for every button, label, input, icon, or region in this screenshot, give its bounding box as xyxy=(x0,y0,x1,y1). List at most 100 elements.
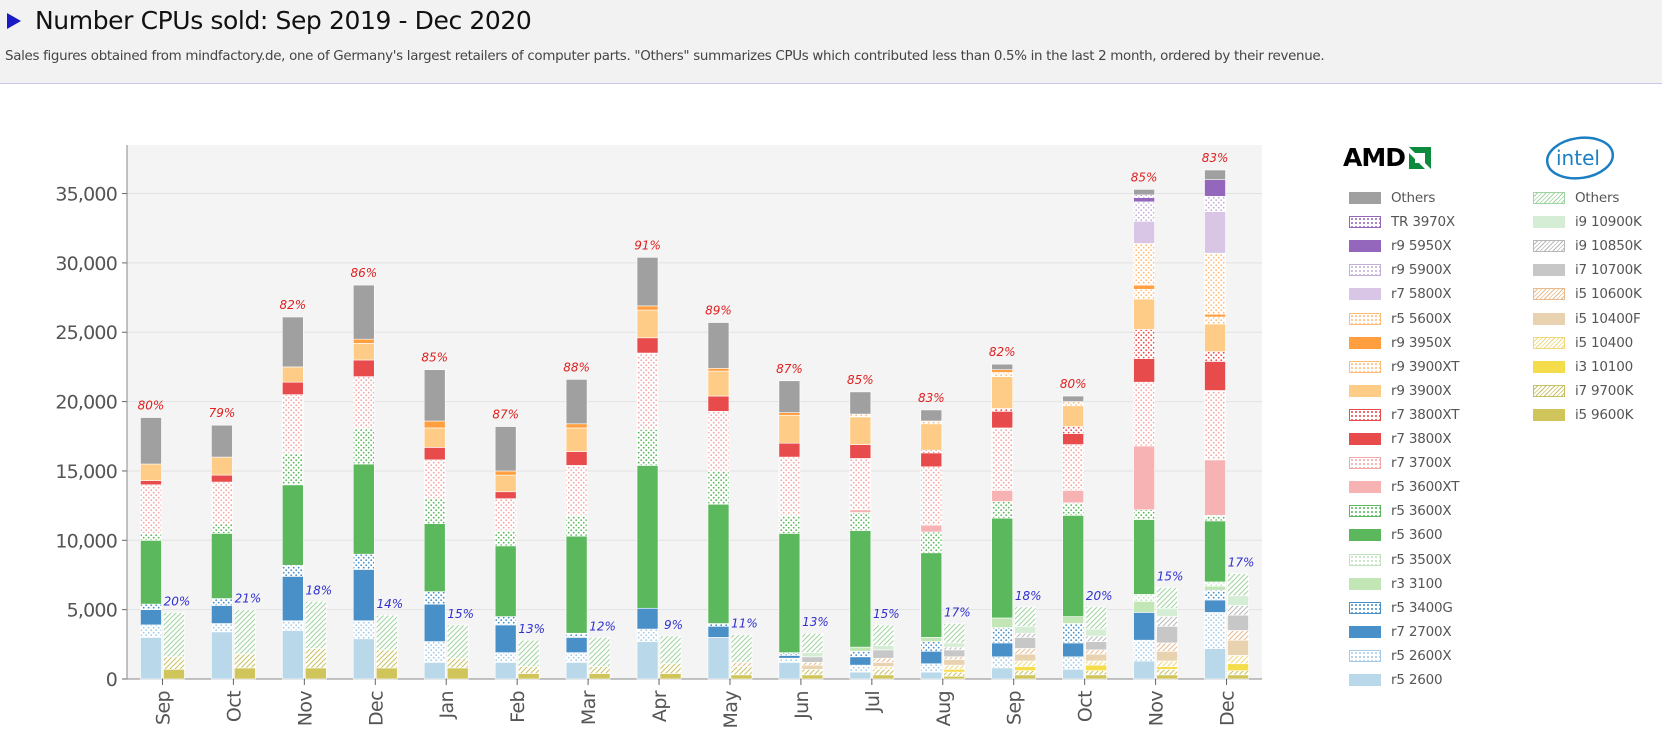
bar-segment-amd-r9-3950x xyxy=(423,420,446,429)
bar-segment-amd-r5-3600x xyxy=(920,531,943,554)
bar-segment-amd-r7-3800x xyxy=(282,381,304,395)
legend-item-amd-r7-2700x[interactable]: r7 2700X xyxy=(1349,620,1452,644)
bar-segment-intel-i5-10400 xyxy=(1014,660,1037,667)
bar-segment-amd-r7-3800xt xyxy=(920,449,943,454)
bar-segment-amd-r7-3700x xyxy=(920,466,943,526)
legend-item-intel-i5-10400[interactable]: i5 10400 xyxy=(1533,331,1633,355)
legend-item-amd-r5-3600xt[interactable]: r5 3600XT xyxy=(1349,475,1459,499)
legend-item-amd-r7-3700x[interactable]: r7 3700X xyxy=(1349,451,1452,475)
bar-segment-amd-r7-3800xt xyxy=(991,408,1014,412)
bar-segment-amd-r7-3700x xyxy=(991,427,1014,491)
bar-segment-intel-i5-9600k xyxy=(1156,674,1178,680)
legend-swatch xyxy=(1349,360,1381,373)
legend-swatch xyxy=(1533,312,1565,325)
legend-item-intel-i5-10600k[interactable]: i5 10600K xyxy=(1533,282,1642,306)
bar-segment-intel-i5-10600k xyxy=(730,662,753,667)
legend-item-amd-r3-3100[interactable]: r3 3100 xyxy=(1349,572,1443,596)
bar-segment-amd-r3-3100 xyxy=(1204,585,1226,591)
bar-segment-amd-r7-3800x xyxy=(1133,358,1155,383)
bar-segment-amd-r3-3100 xyxy=(920,637,943,642)
bar-segment-intel-i5-10600k xyxy=(872,657,895,663)
collapse-triangle-icon[interactable] xyxy=(7,12,21,29)
bar-segment-amd-r7-2700x xyxy=(352,569,375,622)
legend-label: i7 9700K xyxy=(1575,382,1634,399)
bar-segment-amd-r5-3600 xyxy=(707,503,730,624)
legend-item-amd-r7-5800x[interactable]: r7 5800X xyxy=(1349,282,1452,306)
legend-swatch xyxy=(1349,216,1381,229)
bar-segment-intel-i9-10900k xyxy=(801,652,824,658)
legend-item-intel-i7-10700k[interactable]: i7 10700K xyxy=(1533,258,1642,282)
legend-item-amd-r5-5600x[interactable]: r5 5600X xyxy=(1349,307,1452,331)
legend-item-amd-others[interactable]: Others xyxy=(1349,186,1435,210)
x-tick-label: Dec xyxy=(365,691,387,726)
title-row[interactable]: Number CPUs sold: Sep 2019 - Dec 2020 xyxy=(7,6,532,35)
legend-item-intel-others[interactable]: Others xyxy=(1533,186,1619,210)
legend-label: TR 3970X xyxy=(1391,214,1455,231)
bar-segment-intel-i5-10400f xyxy=(1227,639,1249,656)
legend-item-amd-r9-3950x[interactable]: r9 3950X xyxy=(1349,331,1452,355)
bar-segment-amd-r3-3100 xyxy=(991,617,1014,628)
bar-segment-amd-r7-3800xt xyxy=(1204,351,1226,362)
bar-segment-amd-r7-3800x xyxy=(1062,433,1084,445)
bar-segment-intel-i7-9700k xyxy=(446,657,469,669)
intel-share-label: 17% xyxy=(944,606,971,620)
bar-segment-amd-r5-3600 xyxy=(565,535,588,634)
bar-segment-amd-r9-3900x xyxy=(1204,323,1226,352)
legend-item-amd-r9-3900x[interactable]: r9 3900X xyxy=(1349,379,1452,403)
legend-item-amd-r5-3400g[interactable]: r5 3400G xyxy=(1349,596,1453,620)
bar-segment-amd-r5-3600xt xyxy=(920,524,943,533)
legend-item-amd-r7-3800xt[interactable]: r7 3800XT xyxy=(1349,403,1459,427)
legend-item-amd-r5-2600[interactable]: r5 2600 xyxy=(1349,668,1443,692)
bar-segment-intel-others xyxy=(730,634,753,663)
bar-segment-amd-r5-3600 xyxy=(636,465,659,609)
bar-segment-amd-r7-3800x xyxy=(1204,361,1226,391)
legend-item-amd-r5-2600x[interactable]: r5 2600X xyxy=(1349,644,1452,668)
legend-label: r5 3600 xyxy=(1391,527,1443,544)
legend-item-intel-i9-10850k[interactable]: i9 10850K xyxy=(1533,234,1642,258)
legend-item-amd-r5-3500x[interactable]: r5 3500X xyxy=(1349,548,1452,572)
legend-label: i5 10600K xyxy=(1575,286,1642,303)
legend-item-amd-r9-5950x[interactable]: r9 5950X xyxy=(1349,234,1452,258)
legend-item-intel-i3-10100[interactable]: i3 10100 xyxy=(1533,355,1633,379)
bar-segment-intel-i7-9700k xyxy=(588,666,611,674)
bar-segment-amd-r7-3700x xyxy=(494,498,517,531)
bar-segment-intel-i7-9700k xyxy=(1156,668,1178,676)
legend-swatch xyxy=(1349,288,1381,301)
bar-segment-amd-r5-3600xt xyxy=(1133,445,1155,511)
legend-item-amd-r7-3800x[interactable]: r7 3800X xyxy=(1349,427,1452,451)
legend-item-amd-tr-3970x[interactable]: TR 3970X xyxy=(1349,210,1455,234)
bar-segment-intel-i7-9700k xyxy=(234,653,256,669)
bar-segment-amd-r9-3950x xyxy=(778,412,801,416)
bar-segment-amd-r9-3950x xyxy=(1133,284,1155,290)
legend-swatch xyxy=(1533,336,1565,349)
bar-segment-amd-r9-3900x xyxy=(1133,298,1155,330)
legend-item-amd-r9-5900x[interactable]: r9 5900X xyxy=(1349,258,1452,282)
legend-item-intel-i5-9600k[interactable]: i5 9600K xyxy=(1533,403,1633,427)
bar-segment-amd-r5-2600x xyxy=(1133,639,1155,662)
legend-item-intel-i5-10400f[interactable]: i5 10400F xyxy=(1533,307,1641,331)
legend-item-amd-r5-3600[interactable]: r5 3600 xyxy=(1349,523,1443,547)
bar-segment-amd-r5-2600 xyxy=(282,630,304,680)
bar-segment-intel-i9-10900k xyxy=(943,642,966,648)
bar-segment-amd-r7-2700x xyxy=(707,625,730,638)
bar-segment-amd-r5-3600xt xyxy=(1062,490,1084,504)
legend-item-amd-r9-3900xt[interactable]: r9 3900XT xyxy=(1349,355,1459,379)
amd-share-label: 87% xyxy=(492,408,519,422)
x-tick-label: Jul xyxy=(862,691,884,713)
legend-swatch xyxy=(1349,601,1381,614)
legend-label: r9 3950X xyxy=(1391,334,1452,351)
legend-label: r5 2600 xyxy=(1391,672,1443,688)
bar-segment-amd-r9-5950x xyxy=(1133,197,1155,203)
bar-segment-amd-r5-2600x xyxy=(920,663,943,673)
bar-segment-amd-r5-3400g xyxy=(920,641,943,652)
x-tick-label: Dec xyxy=(1217,691,1239,726)
bar-segment-amd-tr-3970x xyxy=(1133,194,1155,199)
bar-segment-amd-r9-3950x xyxy=(352,338,375,344)
bar-segment-amd-r5-3600 xyxy=(991,517,1014,619)
legend-item-intel-i9-10900k[interactable]: i9 10900K xyxy=(1533,210,1642,234)
legend-label: Others xyxy=(1575,190,1620,206)
legend-item-intel-i7-9700k[interactable]: i7 9700K xyxy=(1533,379,1633,403)
legend-item-amd-r5-3600x[interactable]: r5 3600X xyxy=(1349,499,1452,523)
bar-segment-amd-r9-3900x xyxy=(565,427,588,452)
page-subtitle: Sales figures obtained from mindfactory.… xyxy=(5,49,1325,64)
